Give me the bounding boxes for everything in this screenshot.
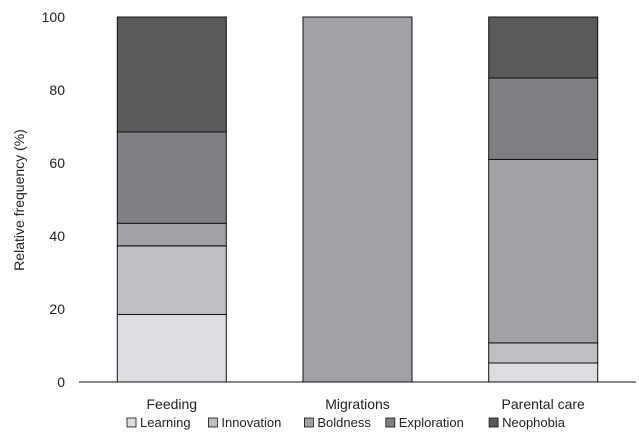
bar-segment-neophobia-feeding (116, 16, 227, 133)
legend-swatch-learning (126, 417, 137, 428)
bar-segment-exploration-feeding (116, 131, 227, 224)
bar-segment-innovation-feeding (116, 245, 227, 315)
legend-label-learning: Learning (140, 415, 191, 430)
bar-segment-learning-feeding (116, 314, 227, 383)
legend-swatch-exploration (385, 417, 396, 428)
y-tick-label: 80 (49, 82, 65, 98)
y-tick-label: 40 (49, 228, 65, 244)
bar-segment-exploration-parental-care (488, 77, 599, 160)
x-tick-label: Parental care (502, 396, 585, 412)
legend-swatch-innovation (207, 417, 218, 428)
y-tick-label: 60 (49, 155, 65, 171)
x-tick-label: Feeding (147, 396, 198, 412)
y-tick-label: 100 (42, 9, 66, 25)
legend-label-exploration: Exploration (399, 415, 464, 430)
bar-segment-innovation-parental-care (488, 342, 599, 364)
bar-segment-learning-parental-care (488, 362, 599, 383)
y-tick-label: 20 (49, 301, 65, 317)
bar-segment-boldness-feeding (116, 222, 227, 247)
legend-label-boldness: Boldness (317, 415, 371, 430)
bar-segment-neophobia-parental-care (488, 16, 599, 79)
legend-label-innovation: Innovation (221, 415, 281, 430)
legend-label-neophobia: Neophobia (502, 415, 566, 430)
y-tick-label: 0 (57, 374, 65, 390)
bar-segment-boldness-migrations (302, 16, 413, 383)
x-tick-label: Migrations (325, 396, 390, 412)
legend: Learning Innovation Boldness Exploration Neo… (126, 415, 566, 430)
axes: Feeding Migrations Parental care 0 20 40 60 80 1… (42, 9, 636, 412)
y-axis-label: Relative frequency (%) (11, 129, 27, 271)
plot-area (116, 16, 599, 383)
bar-segment-boldness-parental-care (488, 158, 599, 344)
legend-swatch-neophobia (488, 417, 499, 428)
legend-swatch-boldness (303, 417, 314, 428)
